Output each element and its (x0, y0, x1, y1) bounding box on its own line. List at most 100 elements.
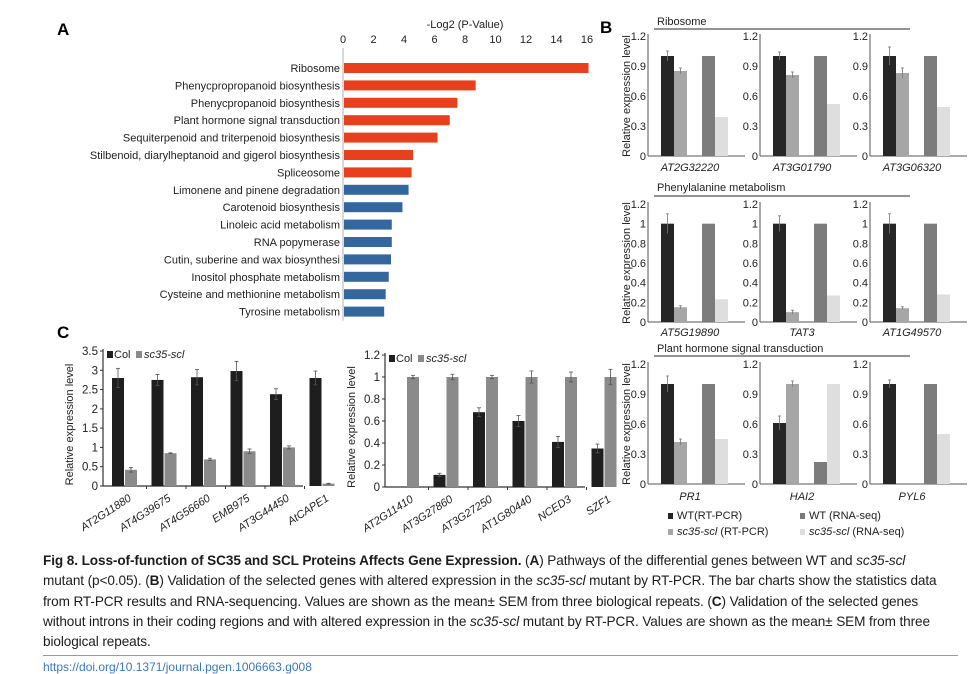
bar-mut_rtpcr (896, 73, 909, 156)
bar-6 (344, 167, 412, 178)
bar-wt_rtpcr (883, 223, 896, 322)
bar-mut_rnaseq (827, 104, 840, 156)
gene-label: PYL6 (899, 491, 927, 503)
x-tick-label: 4 (401, 34, 407, 46)
bar-wt_rnaseq (924, 223, 937, 322)
y-tick-label: 0.8 (743, 238, 758, 250)
y-tick-label: 0 (92, 481, 98, 493)
bar-col (112, 378, 124, 486)
legend-swatch-sc35 (418, 355, 424, 362)
y-tick-label: 2 (92, 404, 98, 416)
group-title: Plant hormone signal transduction (657, 343, 823, 355)
y-tick-label: 2.5 (82, 385, 98, 397)
caption-ref-b: B (149, 573, 160, 589)
y-tick-label: 0.2 (364, 460, 380, 472)
y-tick-label: 0.6 (853, 419, 868, 431)
bar-sc35 (322, 483, 335, 486)
y-tick-label: 0 (862, 317, 868, 329)
legend-label: sc35-scl (RT-PCR) (677, 526, 768, 538)
group-title: Ribosome (657, 16, 707, 28)
panel-b-validation-charts: Ribosome Relative expression level 0 0.3 0.6… (621, 16, 967, 538)
y-tick-label: 0.9 (631, 389, 646, 401)
y-tick-label: 0 (752, 317, 758, 329)
bar-3 (344, 115, 450, 126)
y-tick-label: 0.2 (743, 297, 758, 309)
x-tick-label: 10 (489, 34, 501, 46)
legend-swatch-mut_rtpcr (668, 529, 673, 535)
bar-col (230, 371, 243, 486)
y-tick-label: 0.6 (631, 91, 646, 103)
bar-0 (344, 63, 589, 73)
category-label: Cutin, suberine and wax biosynthesi (164, 254, 340, 266)
y-tick-label: 1 (640, 219, 646, 231)
bar-wt_rtpcr (883, 56, 896, 156)
category-label: Carotenoid biosynthesis (223, 202, 341, 214)
bar-wt_rnaseq (814, 223, 827, 322)
y-tick-label: 0 (640, 151, 646, 163)
category-label: Stilbenoid, diarylheptanoid and gigerol … (90, 150, 341, 162)
y-tick-label: 1.2 (853, 199, 868, 211)
panel-label-c: C (57, 323, 69, 342)
bar-col (552, 441, 564, 487)
bar-wt_rtpcr (883, 384, 896, 484)
bar-wt_rnaseq (702, 56, 715, 156)
doi-link[interactable]: https://doi.org/10.1371/journal.pgen.100… (43, 660, 312, 674)
bar-mut_rtpcr (786, 312, 799, 322)
y-tick-label: 0.9 (743, 389, 758, 401)
bar-2 (344, 97, 458, 108)
gene-label: TAT3 (789, 327, 815, 339)
bar-col (270, 394, 282, 486)
bar-mut_rnaseq (937, 434, 950, 484)
legend-swatch-col (107, 351, 113, 358)
y-tick-label: 1.2 (631, 199, 646, 211)
figure-canvas: A B C -Log2 (P-Value)0 2 4 6 8 10 12 14 16Riboso… (57, 16, 967, 538)
bar-mut_rtpcr (896, 308, 909, 322)
y-tick-label: 0.6 (631, 258, 646, 270)
bar-14 (344, 306, 385, 317)
bar-10 (344, 237, 392, 247)
y-tick-label: 0.6 (631, 419, 646, 431)
x-tick-label: 6 (431, 34, 437, 46)
bar-mut_rnaseq (937, 294, 950, 322)
caption-ref-c: C (711, 593, 722, 609)
caption-mutant: sc35-scl (470, 613, 520, 629)
caption-text: ) Validation of the selected genes with … (159, 573, 537, 589)
y-tick-label: 0.4 (364, 438, 381, 450)
category-label: Plant hormone signal transduction (174, 115, 340, 127)
category-label: NCED3 (536, 493, 575, 524)
gene-label: PR1 (679, 491, 700, 503)
bar-mut_rtpcr (674, 307, 687, 322)
y-tick-label: 0.3 (853, 449, 868, 461)
gene-label: AT3G06320 (882, 162, 942, 174)
bar-mut_rnaseq (715, 117, 728, 156)
caption-text: mutant by RT-PCR. Values are shown as th… (43, 613, 930, 650)
bar-5 (344, 150, 414, 160)
gene-label: HAI2 (790, 491, 814, 503)
panel-label-b: B (600, 18, 612, 37)
x-tick-label: 16 (581, 34, 593, 46)
y-axis-title: Relative expression level (346, 366, 358, 488)
y-tick-label: 1.2 (743, 199, 758, 211)
y-tick-label: 0.4 (631, 278, 646, 290)
caption-text: ) Validation of the selected genes witho… (43, 593, 919, 629)
bar-sc35 (243, 451, 256, 486)
legend-italic: sc35-scl (677, 526, 718, 538)
category-label: Linoleic acid metabolism (220, 220, 340, 232)
y-tick-label: 0.6 (743, 419, 758, 431)
bar-12 (344, 271, 389, 282)
y-tick-label: 0.9 (853, 389, 868, 401)
y-tick-label: 1 (862, 219, 868, 231)
bar-wt_rnaseq (924, 56, 937, 156)
bar-wt_rtpcr (661, 384, 674, 484)
y-tick-label: 0.8 (631, 238, 646, 250)
legend-label-col: Col (396, 353, 413, 365)
bar-mut_rnaseq (715, 299, 728, 322)
x-tick-label: 8 (462, 34, 468, 46)
bar-col (151, 379, 164, 486)
bar-sc35 (525, 377, 538, 487)
panel-label-a: A (57, 20, 69, 39)
bar-col (512, 421, 525, 487)
bar-wt_rnaseq (702, 384, 715, 484)
bar-mut_rnaseq (827, 384, 840, 484)
category-label: SZF1 (584, 493, 613, 518)
